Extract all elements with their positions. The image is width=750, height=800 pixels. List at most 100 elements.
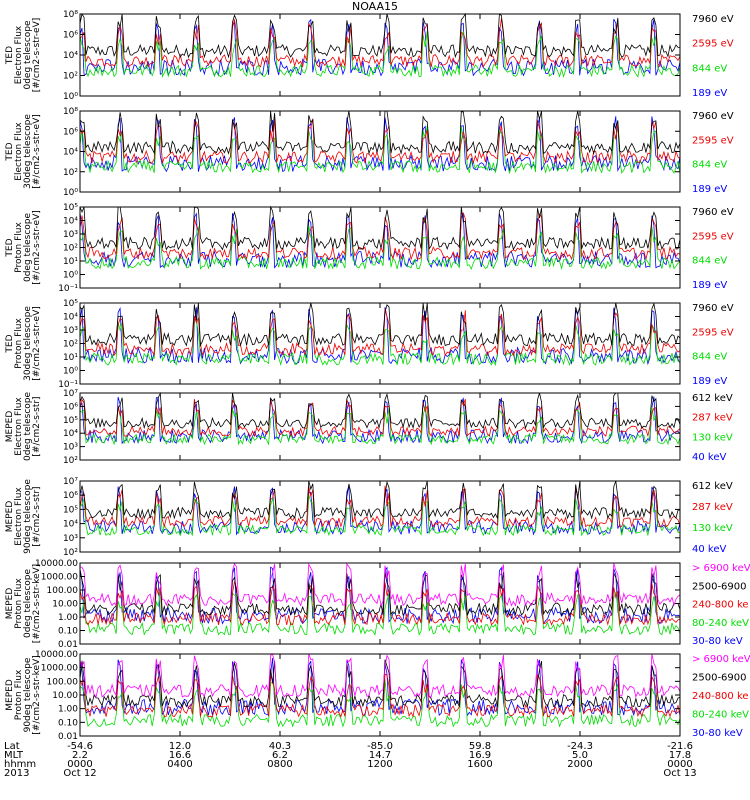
series-line-2 bbox=[79, 118, 681, 165]
legend-label: 2595 eV bbox=[692, 327, 734, 338]
footer-value: 0400 bbox=[167, 759, 192, 770]
legend-label: 40 keV bbox=[692, 452, 726, 463]
y-axis-label: 30deg telescope bbox=[23, 114, 33, 189]
legend-label: > 6900 keV bbox=[692, 563, 750, 574]
y-tick-label: 10⁸ bbox=[63, 107, 78, 117]
footer-value: Oct 13 bbox=[663, 768, 696, 779]
y-axis-label: TED bbox=[5, 46, 15, 65]
series-line-2 bbox=[79, 398, 681, 438]
y-axis-label: [#/cm2-s-str-eV] bbox=[32, 18, 42, 93]
legend-label: 189 eV bbox=[692, 376, 727, 387]
footer-value: 0000 bbox=[67, 759, 92, 770]
footer-value: 6.2 bbox=[272, 750, 288, 761]
series-line-4 bbox=[79, 589, 681, 636]
y-tick-label: 10⁰ bbox=[63, 367, 78, 377]
series-line-2 bbox=[79, 569, 681, 617]
series-line-2 bbox=[79, 659, 681, 709]
y-tick-label: 10² bbox=[63, 168, 78, 178]
series-line-4 bbox=[79, 486, 681, 536]
y-axis-label: 30deg telescope bbox=[23, 306, 33, 381]
y-tick-label: 10⁴ bbox=[63, 429, 78, 439]
series-line-5 bbox=[79, 658, 681, 717]
y-tick-label: 100.00 bbox=[47, 677, 79, 687]
footer-value: 1600 bbox=[467, 759, 492, 770]
legend-label: 80-240 keV bbox=[692, 618, 749, 629]
series-line-5 bbox=[79, 566, 681, 625]
footer-value: 14.7 bbox=[369, 750, 391, 761]
panel-3: 10⁻¹ 10⁰ 10¹ 10² 10³ 10⁴ 10⁵ TED Proton Flux 0deg… bbox=[5, 203, 734, 294]
panel-6: 10² 10³ 10⁴ 10⁵ 10⁶ 10⁷ MEPED Electron Flux 90de… bbox=[5, 477, 733, 558]
footer-value: 2000 bbox=[567, 759, 592, 770]
y-tick-label: 10⁶ bbox=[63, 491, 78, 501]
y-axis-label: TED bbox=[5, 334, 15, 353]
legend-label: 2595 eV bbox=[692, 39, 734, 50]
y-tick-label: 10⁷ bbox=[63, 477, 78, 487]
y-tick-label: 1000.00 bbox=[41, 573, 78, 583]
y-axis-label: 0deg telescope bbox=[23, 392, 33, 462]
y-axis-label: MEPED bbox=[5, 411, 15, 443]
y-tick-label: 10.00 bbox=[52, 691, 78, 701]
y-tick-label: 10⁴ bbox=[63, 217, 78, 227]
series-line-1 bbox=[79, 302, 681, 347]
legend-label: 7960 eV bbox=[692, 303, 734, 314]
y-tick-label: 10⁵ bbox=[63, 203, 78, 213]
legend-label: 189 eV bbox=[692, 184, 727, 195]
legend-label: 844 eV bbox=[692, 160, 727, 171]
legend-label: 7960 eV bbox=[692, 14, 734, 25]
y-tick-label: 10⁴ bbox=[63, 148, 78, 158]
legend-label: 7960 eV bbox=[692, 111, 734, 122]
footer-value: 0800 bbox=[267, 759, 292, 770]
y-axis-label: Proton Flux bbox=[14, 578, 24, 629]
y-axis-label: Electron Flux bbox=[14, 25, 24, 84]
y-axis-label: [#/cm2-s-str] bbox=[32, 486, 42, 546]
footer-value: 12.0 bbox=[169, 741, 191, 752]
footer-value: 40.3 bbox=[269, 741, 291, 752]
y-tick-label: 10⁴ bbox=[63, 520, 78, 530]
y-tick-label: 10⁰ bbox=[63, 92, 78, 102]
y-tick-label: 10⁴ bbox=[63, 313, 78, 323]
panel-8: 0.01 0.10 1.00 10.00 100.00 1000.00 10000.00 ME… bbox=[5, 650, 750, 742]
y-axis-label: Electron Flux bbox=[14, 397, 24, 456]
y-axis-label: Proton Flux bbox=[14, 222, 24, 273]
series-line-4 bbox=[79, 306, 681, 366]
footer-value: 5.0 bbox=[572, 750, 588, 761]
y-axis-label: [#/cm2-s-str-eV] bbox=[32, 114, 42, 189]
legend-label: 240-800 ke bbox=[692, 600, 749, 611]
y-tick-label: 10⁰ bbox=[63, 271, 78, 281]
y-tick-label: 10⁵ bbox=[63, 416, 78, 426]
y-tick-label: 10² bbox=[63, 244, 78, 254]
legend-label: 2500-6900 bbox=[692, 673, 747, 684]
y-tick-label: 10⁵ bbox=[63, 505, 78, 515]
footer-value: 0000 bbox=[667, 759, 692, 770]
y-axis-label: 0deg telescope bbox=[23, 569, 33, 639]
y-axis-label: 90deg telescope bbox=[23, 479, 33, 554]
footer-value: 17.8 bbox=[669, 750, 691, 761]
legend-label: 2500-6900 bbox=[692, 581, 747, 592]
y-tick-label: 10⁻¹ bbox=[58, 284, 78, 294]
y-tick-label: 10⁸ bbox=[63, 10, 78, 20]
footer-row-label: hhmm bbox=[4, 759, 36, 770]
y-tick-label: 10⁶ bbox=[63, 402, 78, 412]
footer: Lat -54.6 12.0 40.3 -85.0 59.8 -24.3 -21.6 MLT 2.… bbox=[4, 741, 697, 779]
legend-label: 30-80 keV bbox=[692, 636, 743, 647]
series-line-1 bbox=[79, 480, 681, 520]
footer-value: -54.6 bbox=[67, 741, 93, 752]
series-line-1 bbox=[79, 205, 681, 251]
y-axis-label: MEPED bbox=[5, 679, 15, 711]
series-line-1 bbox=[79, 562, 681, 607]
legend-label: 40 keV bbox=[692, 544, 726, 555]
y-axis-label: [#/cm2-s-str-keV] bbox=[32, 655, 42, 734]
y-tick-label: 0.01 bbox=[58, 732, 78, 742]
series-line-3 bbox=[79, 126, 681, 175]
legend-label: 844 eV bbox=[692, 256, 727, 267]
footer-value: 16.6 bbox=[169, 750, 191, 761]
y-tick-label: 10000.00 bbox=[35, 559, 78, 569]
y-tick-label: 10⁶ bbox=[63, 31, 78, 41]
series-line-2 bbox=[79, 308, 681, 357]
y-tick-label: 10000.00 bbox=[35, 650, 78, 660]
y-tick-label: 1.00 bbox=[58, 613, 78, 623]
series-line-4 bbox=[79, 18, 681, 77]
y-axis-label: Electron Flux bbox=[14, 487, 24, 546]
legend-label: 130 keV bbox=[692, 523, 733, 534]
